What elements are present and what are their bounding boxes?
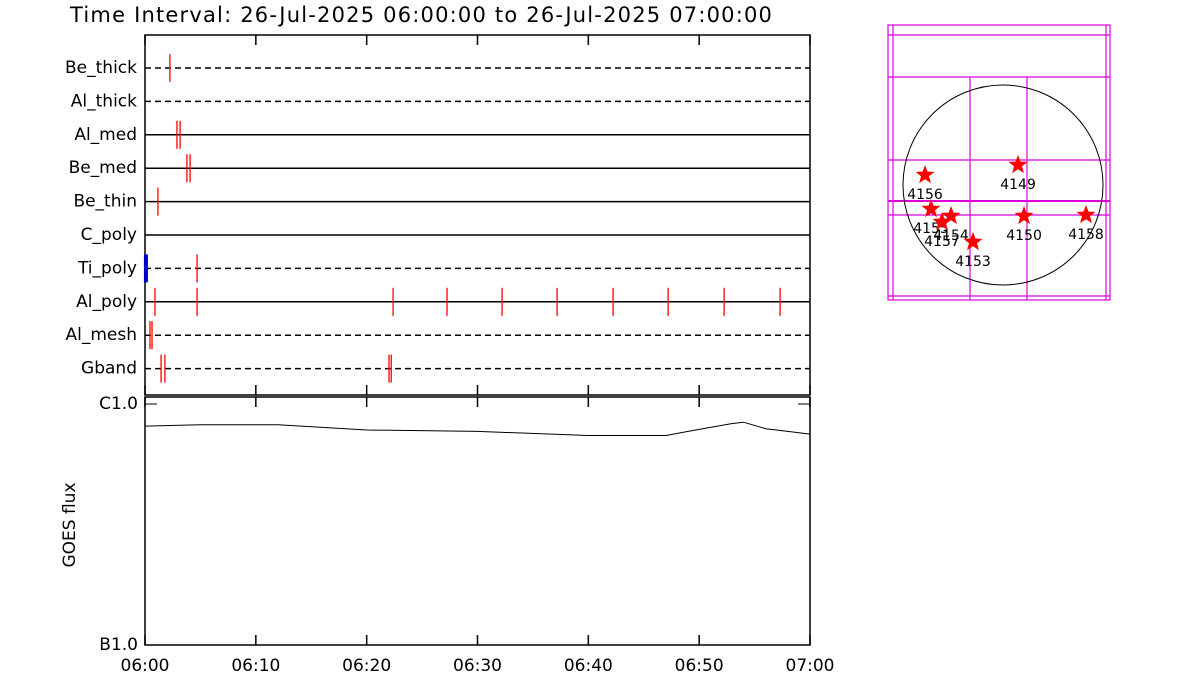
- chart-title: Time Interval: 26-Jul-2025 06:00:00 to 2…: [69, 3, 773, 27]
- x-tick-label: 06:10: [231, 656, 280, 676]
- row-label: Gband: [81, 359, 137, 379]
- active-region-label: 4150: [1006, 228, 1042, 244]
- row-label: Al_med: [74, 125, 137, 145]
- active-region-star: [915, 165, 935, 184]
- active-region-star: [941, 206, 961, 225]
- x-tick-label: 06:40: [564, 656, 613, 676]
- x-tick-label: 07:00: [786, 656, 835, 676]
- active-region-star: [963, 232, 983, 251]
- y-tick-label: C1.0: [99, 394, 138, 414]
- x-tick-label: 06:20: [342, 656, 391, 676]
- row-label: Be_thick: [65, 58, 137, 78]
- active-region-label: 4149: [1000, 177, 1036, 193]
- x-tick-label: 06:30: [453, 656, 502, 676]
- active-region-star: [932, 212, 952, 231]
- solar-disk: [902, 84, 1104, 286]
- active-region-label: 4153: [955, 254, 991, 270]
- active-region-label: 4158: [1068, 227, 1104, 243]
- row-label: Be_thin: [73, 192, 137, 212]
- row-label: Al_poly: [76, 292, 137, 312]
- x-tick-label: 06:00: [121, 656, 170, 676]
- active-region-label: 4157: [924, 234, 960, 250]
- goes-curve: [144, 421, 811, 436]
- active-region-star: [1076, 205, 1096, 224]
- active-region-star: [1008, 155, 1028, 174]
- y-axis-label: GOES flux: [60, 482, 80, 567]
- active-region-star: [921, 199, 941, 218]
- row-label: Ti_poly: [77, 258, 137, 278]
- x-tick-label: 06:50: [675, 656, 724, 676]
- row-label: Al_thick: [71, 91, 137, 111]
- row-label: C_poly: [81, 225, 137, 245]
- active-region-label: 4156: [907, 187, 943, 203]
- active-region-label: 4154: [933, 228, 969, 244]
- row-label: Al_mesh: [65, 325, 137, 345]
- sun-map-layout: [887, 24, 1111, 301]
- y-tick-label: B1.0: [99, 635, 138, 655]
- row-label: Be_med: [69, 158, 137, 178]
- map-frame: [887, 24, 1111, 301]
- active-region-star: [1014, 206, 1034, 225]
